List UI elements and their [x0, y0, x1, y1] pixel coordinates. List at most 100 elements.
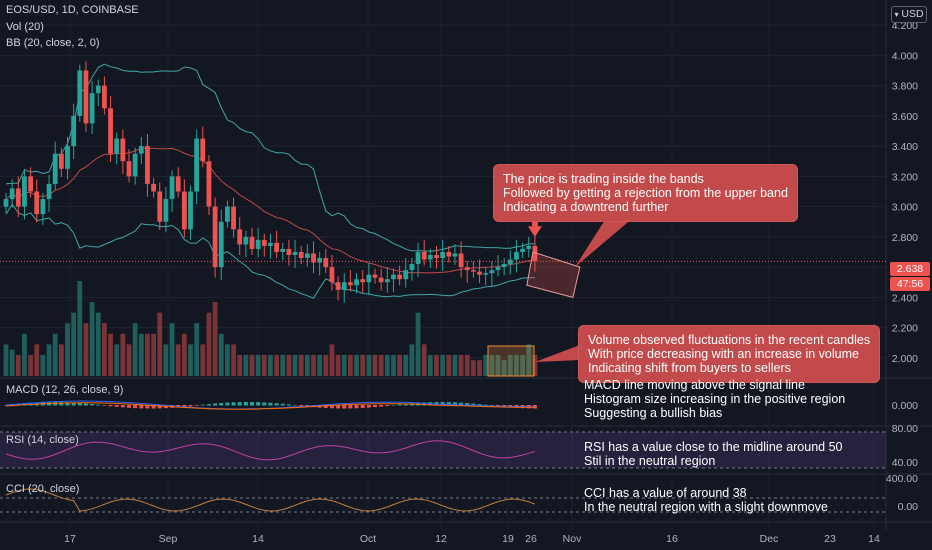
time-axis[interactable]: 17 Sep 14 Oct 12 19 Nov 16 Dec 14 26 23 [64, 533, 880, 545]
volume-bar [464, 354, 470, 376]
pane-tick-label: 80.00 [892, 423, 918, 435]
currency-button[interactable]: ▾ USD [891, 6, 927, 23]
volume-bar [298, 354, 304, 376]
candle-body [188, 191, 193, 230]
candle-body [95, 85, 101, 94]
price-tick-label: 4.200 [892, 20, 918, 32]
rsi-label[interactable]: RSI (14, close) [6, 434, 79, 446]
candle-body [181, 191, 187, 230]
volume-bar [532, 354, 538, 376]
candle-body [335, 282, 341, 290]
time-tick-label: 19 [502, 533, 514, 545]
candle-body [194, 138, 200, 192]
candle-body [169, 176, 175, 200]
candle-body [65, 146, 70, 169]
candle-body [200, 138, 206, 162]
note-line: In the neutral region with a slight down… [584, 500, 828, 514]
macd-histogram-bar [182, 405, 187, 407]
macd-histogram-bar [489, 405, 494, 406]
grid-lines [0, 0, 932, 530]
pane-tick-label: 40.00 [892, 457, 918, 469]
candle-body [126, 161, 132, 177]
macd-histogram-bar [379, 405, 384, 407]
macd-histogram-bar [280, 403, 285, 406]
cci-note[interactable]: CCI has a value of around 38 In the neut… [584, 486, 828, 514]
macd-note[interactable]: MACD line moving above the signal line H… [584, 378, 845, 420]
volume-bar [95, 312, 101, 376]
price-callout-pointer [574, 212, 640, 268]
time-tick-label: 14 [868, 533, 880, 545]
candle-body [237, 229, 243, 245]
pane-tick-label: 0.000 [892, 400, 918, 412]
candle-body [114, 138, 120, 154]
volume-callout[interactable]: Volume observed fluctuations in the rece… [578, 325, 881, 383]
candle-body [255, 239, 261, 249]
macd-histogram-bar [237, 402, 242, 406]
volume-bar [218, 333, 224, 376]
price-tick-label: 3.400 [892, 141, 918, 153]
volume-bar [335, 354, 341, 376]
volume-bar [200, 344, 206, 376]
macd-histogram-bar [231, 402, 236, 406]
candle-body [225, 206, 230, 222]
rsi-note[interactable]: RSI has a value close to the midline aro… [584, 440, 843, 468]
volume-bar [440, 354, 446, 376]
candle-body [495, 267, 501, 271]
candle-body [268, 242, 273, 246]
candle-body [3, 199, 9, 207]
legend-bollinger[interactable]: BB (20, close, 2, 0) [6, 37, 100, 49]
price-axis[interactable]: 4.200 4.000 3.800 3.600 3.400 3.200 3.000 2.800… [886, 20, 918, 513]
macd-label[interactable]: MACD (12, 26, close, 9) [6, 384, 124, 396]
candle-body [120, 138, 126, 162]
price-tick-label: 4.000 [892, 50, 918, 62]
volume-bar [348, 354, 353, 376]
macd-histogram-bar [127, 405, 131, 408]
volume-bar [181, 333, 187, 376]
cci-line [5, 488, 536, 512]
volume-bar [427, 354, 433, 376]
volume-bar [77, 281, 83, 376]
volume-bar [354, 354, 359, 376]
time-tick-label: Oct [360, 533, 376, 545]
candle-body [452, 253, 458, 257]
candle-body [415, 251, 421, 265]
callout-line: Indicating a downtrend further [503, 200, 669, 214]
macd-histogram-bar [151, 405, 156, 409]
legend-volume[interactable]: Vol (20) [6, 21, 44, 33]
macd-histogram-bar [483, 404, 488, 406]
callout-line: With price decreasing with an increase i… [588, 347, 859, 361]
time-tick-label: 16 [666, 533, 678, 545]
volume-bar [3, 344, 9, 376]
candle-body [231, 206, 236, 230]
macd-histogram-bar [114, 405, 119, 407]
volume-callout-pointer [535, 345, 580, 362]
volume-bars [3, 281, 538, 376]
volume-bar [323, 354, 329, 376]
volume-bar [34, 344, 40, 376]
macd-histogram-bar [96, 404, 101, 406]
volume-bar [397, 354, 402, 376]
volume-bar [329, 344, 335, 376]
candle-body [471, 270, 476, 272]
macd-histogram-bar [250, 402, 254, 406]
volume-bar [452, 354, 458, 376]
price-callout[interactable]: The price is trading inside the bands Fo… [493, 164, 798, 222]
cci-line [0, 488, 886, 513]
candle-body [40, 199, 46, 215]
volume-bar [483, 354, 489, 376]
candle-body [532, 245, 538, 262]
note-line: MACD line moving above the signal line [584, 378, 805, 392]
volume-bar [434, 354, 439, 376]
volume-bar [102, 323, 107, 376]
legend-symbol[interactable]: EOS/USD, 1D, COINBASE [6, 4, 139, 16]
candle-body [397, 274, 402, 280]
volume-bar [163, 344, 169, 376]
cci-label[interactable]: CCI (20, close) [6, 483, 80, 495]
candle-body [108, 108, 113, 154]
macd-histogram-bar [452, 402, 457, 406]
volume-bar [507, 354, 513, 376]
candle-body [77, 70, 83, 116]
volume-bar [138, 333, 144, 376]
